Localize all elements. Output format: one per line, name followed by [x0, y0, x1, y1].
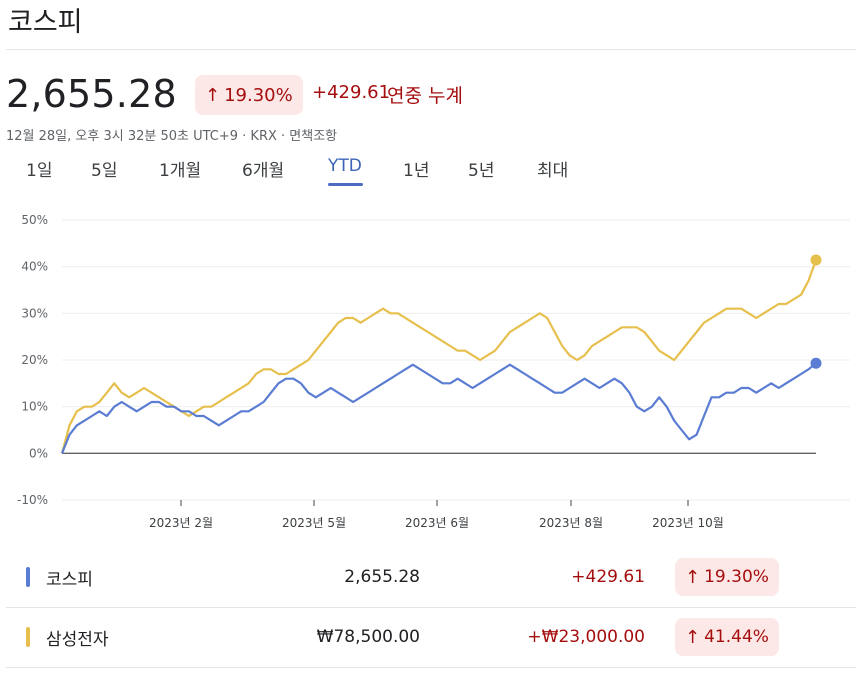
header-divider: [6, 49, 856, 50]
legend-divider: [6, 607, 856, 608]
legend-pct-badge: ↑ 41.44%: [675, 618, 779, 656]
tab-ytd[interactable]: YTD: [328, 156, 362, 176]
kospi-end-point: [810, 357, 822, 369]
legend-row-samsung[interactable]: 삼성전자 ₩78,500.00 +₩23,000.00 ↑ 41.44%: [6, 610, 840, 666]
arrow-up-icon: ↑: [685, 626, 701, 648]
y-tick-label: 10%: [21, 400, 48, 414]
tab-6m[interactable]: 6개월: [242, 161, 285, 181]
page-title: 코스피: [8, 7, 83, 38]
y-tick-label: 40%: [21, 260, 48, 274]
legend-pct-badge: ↑ 19.30%: [675, 558, 779, 596]
legend-name: 삼성전자: [46, 630, 109, 650]
legend-name: 코스피: [46, 570, 93, 590]
pct-change-value: 19.30%: [224, 84, 293, 106]
abs-change-value: +429.61: [312, 82, 391, 103]
pct-change-badge: ↑ 19.30%: [195, 75, 303, 115]
x-tick-label: 2023년 6월: [405, 516, 469, 530]
legend-pct-value: 19.30%: [704, 567, 769, 587]
y-tick-label: -10%: [17, 493, 48, 507]
legend-row-kospi[interactable]: 코스피 2,655.28 +429.61 ↑ 19.30%: [6, 550, 840, 606]
y-tick-label: 30%: [21, 306, 48, 320]
y-tick-label: 0%: [29, 446, 48, 460]
legend-change: +₩23,000.00: [527, 627, 645, 647]
active-tab-indicator: [328, 183, 363, 186]
x-tick-label: 2023년 2월: [149, 516, 213, 530]
tab-max[interactable]: 최대: [537, 161, 569, 181]
tab-5y[interactable]: 5년: [468, 161, 495, 181]
period-label: 연중 누계: [387, 85, 463, 107]
y-tick-label: 20%: [21, 353, 48, 367]
samsung-series-line: [60, 259, 818, 454]
arrow-up-icon: ↑: [205, 84, 221, 106]
kospi-series-line: [60, 362, 817, 454]
timestamp-line[interactable]: 12월 28일, 오후 3시 32분 50초 UTC+9 · KRX · 면책조…: [6, 129, 338, 144]
comparison-chart[interactable]: 50% 40% 30% 20% 10% 0% -10% 2023년 2월 2023년 5월 202…: [0, 200, 856, 540]
samsung-color-marker: [26, 627, 30, 647]
x-tick-label: 2023년 10월: [652, 516, 724, 530]
x-tick-label: 2023년 5월: [282, 516, 346, 530]
y-tick-label: 50%: [21, 213, 48, 227]
tab-1d[interactable]: 1일: [26, 161, 53, 181]
x-tick-label: 2023년 8월: [539, 516, 603, 530]
current-price: 2,655.28: [6, 72, 177, 116]
kospi-color-marker: [26, 567, 30, 587]
legend-change: +429.61: [571, 567, 645, 587]
legend-pct-value: 41.44%: [704, 627, 769, 647]
tab-1y[interactable]: 1년: [403, 161, 430, 181]
arrow-up-icon: ↑: [685, 566, 701, 588]
tab-5d[interactable]: 5일: [91, 161, 118, 181]
samsung-end-point: [810, 254, 822, 266]
legend-value: 2,655.28: [344, 567, 420, 587]
legend-value: ₩78,500.00: [316, 627, 420, 647]
legend-divider: [6, 667, 856, 668]
tab-1m[interactable]: 1개월: [159, 161, 202, 181]
